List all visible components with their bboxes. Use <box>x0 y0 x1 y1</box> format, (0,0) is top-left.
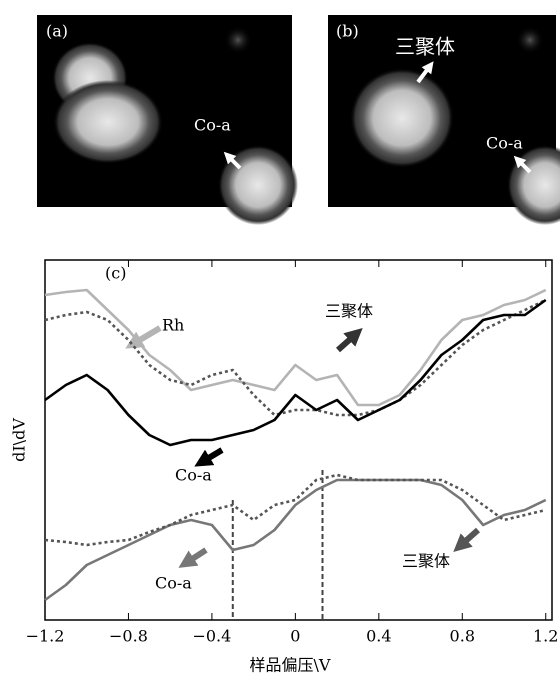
chart: (c) 样品偏压\V dI\dV −1.2 −0.8 −0.4 0 0.4 0.8 1.2 R… <box>10 259 558 675</box>
panel-label: (c) <box>105 264 126 283</box>
image-text: Co-a <box>194 116 231 135</box>
x-tick-label: −0.4 <box>192 627 231 646</box>
series-label: 三聚体 <box>402 552 450 571</box>
plot-frame <box>44 259 553 621</box>
image-text: Co-a <box>486 134 523 153</box>
panel-b: (b) 三聚体 Co-a <box>328 15 560 225</box>
arrow <box>416 61 434 84</box>
blob <box>350 68 454 168</box>
arrow <box>223 151 242 170</box>
arrow <box>194 447 224 467</box>
series-line <box>44 298 547 417</box>
series-line <box>44 478 547 602</box>
series-label: Co-a <box>175 466 212 485</box>
series-label: Rh <box>162 316 184 335</box>
x-axis-label: 样品偏压\V <box>250 656 331 675</box>
image-text: 三聚体 <box>395 35 455 59</box>
series-line <box>44 298 547 447</box>
arrow <box>336 328 363 353</box>
blob <box>516 26 544 54</box>
x-tick-label: −1.2 <box>26 627 65 646</box>
series-label: Co-a <box>155 574 192 593</box>
x-tick-label: 1.2 <box>533 627 558 646</box>
x-tick-label: 0.4 <box>366 627 391 646</box>
x-tick-label: 0.8 <box>450 627 475 646</box>
blob <box>224 26 252 54</box>
x-tick-label: −0.8 <box>109 627 148 646</box>
x-tick-label: 0 <box>290 627 300 646</box>
series-line <box>44 473 547 547</box>
arrow <box>453 527 480 552</box>
arrow <box>513 155 532 174</box>
arrow <box>178 547 208 568</box>
panel-label: (a) <box>46 22 68 41</box>
series-label: 三聚体 <box>325 302 373 321</box>
series-line <box>44 288 547 407</box>
blob <box>53 80 163 164</box>
panel-a: (a) Co-a <box>37 15 298 225</box>
panel-label: (b) <box>336 22 359 41</box>
y-axis-label: dI\dV <box>10 418 29 462</box>
